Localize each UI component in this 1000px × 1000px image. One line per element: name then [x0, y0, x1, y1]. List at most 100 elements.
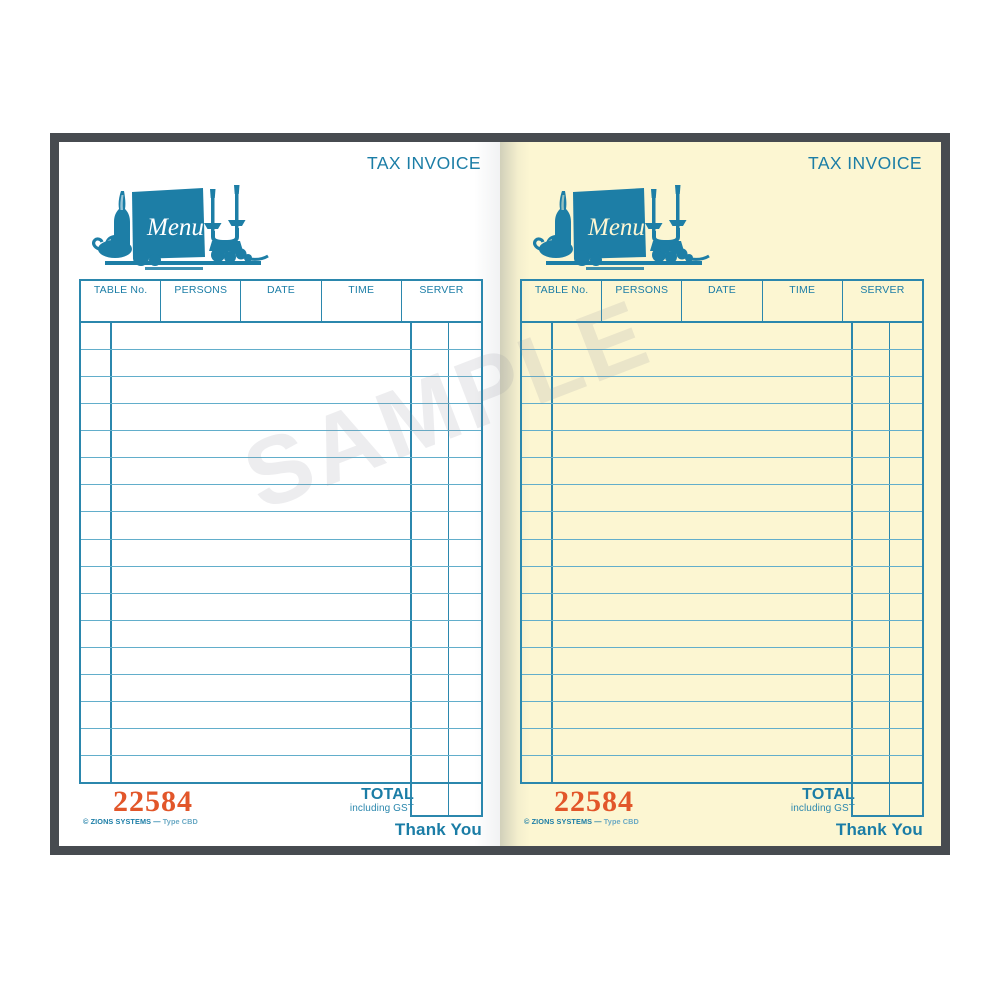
line-item-cell-description[interactable] [112, 728, 412, 755]
line-item-row[interactable] [522, 350, 922, 378]
line-item-cell-description[interactable] [553, 350, 853, 377]
line-item-cell-qty[interactable] [81, 674, 112, 701]
line-item-cell-description[interactable] [112, 512, 412, 539]
line-item-row[interactable] [522, 485, 922, 513]
line-item-cell-cents[interactable] [449, 431, 481, 457]
line-item-cell-cents[interactable] [890, 594, 922, 620]
line-item-row[interactable] [81, 377, 481, 405]
line-item-row[interactable] [81, 323, 481, 351]
line-item-cell-qty[interactable] [522, 674, 553, 701]
line-item-row[interactable] [81, 350, 481, 378]
line-item-cell-cents[interactable] [890, 350, 922, 376]
line-item-cell-dollars[interactable] [853, 458, 890, 485]
line-item-cell-description[interactable] [112, 323, 412, 350]
line-item-cell-description[interactable] [553, 647, 853, 674]
line-item-cell-dollars[interactable] [853, 620, 890, 647]
line-item-cell-description[interactable] [112, 431, 412, 458]
line-item-cell-cents[interactable] [449, 323, 481, 349]
line-item-cell-cents[interactable] [890, 431, 922, 457]
line-item-row[interactable] [522, 728, 922, 756]
line-item-cell-cents[interactable] [449, 350, 481, 376]
line-item-row[interactable] [522, 404, 922, 432]
line-item-cell-cents[interactable] [449, 458, 481, 484]
line-item-cell-cents[interactable] [890, 675, 922, 701]
line-item-cell-dollars[interactable] [412, 485, 449, 512]
line-item-cell-description[interactable] [553, 620, 853, 647]
line-item-row[interactable] [522, 377, 922, 405]
line-item-cell-cents[interactable] [449, 702, 481, 728]
line-item-cell-dollars[interactable] [412, 566, 449, 593]
line-item-cell-dollars[interactable] [853, 756, 890, 783]
line-item-cell-qty[interactable] [522, 647, 553, 674]
line-item-cell-description[interactable] [112, 539, 412, 566]
line-item-cell-dollars[interactable] [412, 620, 449, 647]
line-item-cell-qty[interactable] [81, 350, 112, 377]
line-item-cell-description[interactable] [112, 674, 412, 701]
line-item-cell-dollars[interactable] [853, 485, 890, 512]
line-item-cell-qty[interactable] [522, 756, 553, 783]
line-item-cell-dollars[interactable] [412, 458, 449, 485]
line-item-cell-dollars[interactable] [853, 404, 890, 431]
line-item-cell-dollars[interactable] [853, 674, 890, 701]
line-item-cell-dollars[interactable] [412, 674, 449, 701]
line-item-cell-cents[interactable] [890, 702, 922, 728]
line-item-row[interactable] [81, 620, 481, 648]
line-item-cell-dollars[interactable] [412, 377, 449, 404]
line-item-cell-qty[interactable] [522, 701, 553, 728]
line-item-row[interactable] [522, 701, 922, 729]
line-item-cell-cents[interactable] [890, 485, 922, 511]
line-item-cell-description[interactable] [553, 512, 853, 539]
line-item-cell-cents[interactable] [449, 621, 481, 647]
line-item-row[interactable] [81, 701, 481, 729]
line-item-cell-dollars[interactable] [853, 431, 890, 458]
line-item-cell-cents[interactable] [449, 729, 481, 755]
line-item-cell-dollars[interactable] [853, 377, 890, 404]
line-item-cell-description[interactable] [553, 539, 853, 566]
line-item-cell-qty[interactable] [522, 431, 553, 458]
line-item-cell-qty[interactable] [522, 620, 553, 647]
line-item-cell-qty[interactable] [81, 647, 112, 674]
line-item-row[interactable] [81, 593, 481, 621]
line-item-cell-description[interactable] [553, 674, 853, 701]
line-item-row[interactable] [81, 512, 481, 540]
line-item-row[interactable] [81, 728, 481, 756]
line-item-row[interactable] [522, 566, 922, 594]
line-item-cell-description[interactable] [553, 431, 853, 458]
line-item-row[interactable] [522, 458, 922, 486]
line-item-row[interactable] [522, 593, 922, 621]
line-item-cell-cents[interactable] [890, 323, 922, 349]
line-item-cell-cents[interactable] [449, 594, 481, 620]
line-item-cell-description[interactable] [553, 756, 853, 783]
line-item-cell-description[interactable] [553, 701, 853, 728]
line-item-row[interactable] [81, 647, 481, 675]
line-item-cell-dollars[interactable] [853, 539, 890, 566]
line-item-row[interactable] [81, 566, 481, 594]
line-item-cell-qty[interactable] [81, 377, 112, 404]
line-item-row[interactable] [522, 512, 922, 540]
line-item-cell-cents[interactable] [890, 377, 922, 403]
line-item-cell-cents[interactable] [449, 377, 481, 403]
line-item-cell-description[interactable] [553, 404, 853, 431]
line-item-row[interactable] [81, 674, 481, 702]
line-item-cell-qty[interactable] [81, 404, 112, 431]
line-item-cell-dollars[interactable] [853, 566, 890, 593]
line-item-cell-description[interactable] [112, 350, 412, 377]
line-item-cell-qty[interactable] [81, 539, 112, 566]
line-item-row[interactable] [81, 485, 481, 513]
line-item-cell-dollars[interactable] [412, 539, 449, 566]
line-item-cell-dollars[interactable] [853, 728, 890, 755]
line-item-cell-dollars[interactable] [853, 350, 890, 377]
line-item-cell-qty[interactable] [522, 404, 553, 431]
line-item-cell-qty[interactable] [81, 431, 112, 458]
line-item-cell-cents[interactable] [890, 512, 922, 538]
line-item-row[interactable] [522, 431, 922, 459]
line-item-cell-cents[interactable] [449, 756, 481, 782]
line-item-cell-qty[interactable] [522, 323, 553, 350]
line-item-cell-description[interactable] [112, 620, 412, 647]
line-item-row[interactable] [522, 674, 922, 702]
line-item-cell-description[interactable] [553, 377, 853, 404]
line-item-cell-dollars[interactable] [412, 701, 449, 728]
line-item-cell-qty[interactable] [522, 458, 553, 485]
line-item-cell-description[interactable] [112, 647, 412, 674]
line-item-cell-description[interactable] [553, 485, 853, 512]
